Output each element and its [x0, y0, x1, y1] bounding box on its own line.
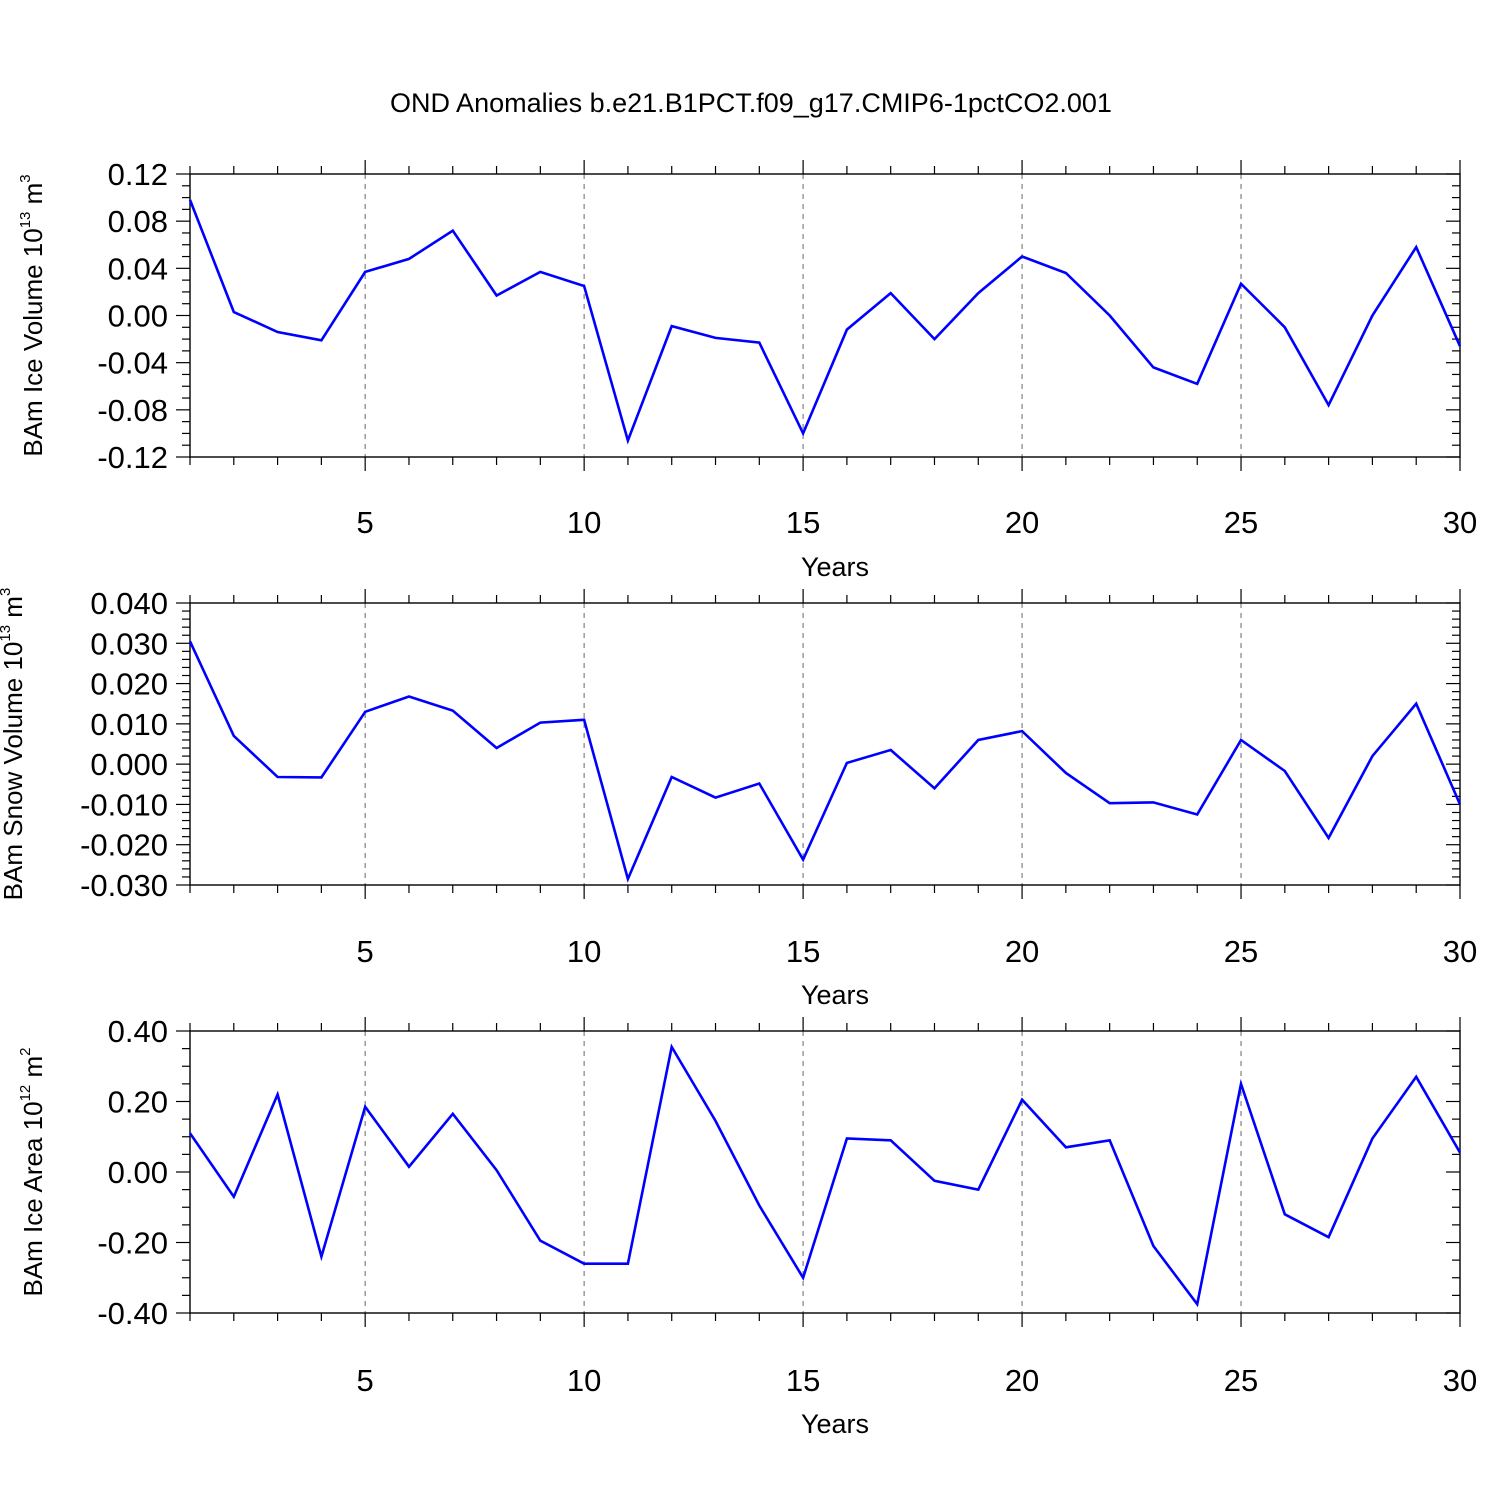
x-tick-label: 20 — [1005, 1363, 1039, 1398]
y-tick-label: 0.00 — [108, 1155, 168, 1190]
x-tick-label: 5 — [357, 1363, 374, 1398]
x-tick-label: 10 — [567, 934, 601, 969]
y-axis-title-superscript: 13 — [17, 212, 34, 229]
x-tick-label: 25 — [1224, 1363, 1258, 1398]
x-tick-label: 20 — [1005, 934, 1039, 969]
y-axis-title: BAm Ice Volume 1013 m3 — [17, 174, 48, 456]
y-axis-title-part: m — [0, 596, 28, 625]
series-line — [188, 199, 1462, 445]
y-tick-label: -0.12 — [97, 440, 168, 475]
y-tick-label: -0.020 — [80, 828, 168, 863]
y-tick-label: 0.00 — [108, 299, 168, 334]
y-axis-title: BAm Snow Volume 1013 m3 — [0, 588, 28, 901]
series-line — [188, 1043, 1462, 1308]
x-tick-label: 10 — [567, 1363, 601, 1398]
y-axis-title-part: m — [18, 183, 48, 212]
y-tick-label: -0.010 — [80, 787, 168, 822]
x-tick-label: 25 — [1224, 934, 1258, 969]
y-axis-title-part: m — [18, 1056, 48, 1085]
x-tick-label: 30 — [1443, 934, 1477, 969]
x-tick-label: 5 — [357, 934, 374, 969]
y-tick-label: 0.08 — [108, 204, 168, 239]
panel-snow-volume: -0.030 -0.020 -0.010 0.000 0.010 0.020 0.030 0.… — [0, 586, 1477, 1010]
y-axis-title: BAm Ice Area 1012 m2 — [17, 1047, 48, 1296]
plot-frame — [189, 1030, 1461, 1314]
x-axis-title: Years — [801, 552, 869, 582]
y-tick-label: -0.40 — [97, 1296, 168, 1331]
y-tick-label: -0.04 — [97, 346, 168, 381]
y-tick-label: -0.20 — [97, 1226, 168, 1261]
y-tick-label: 0.20 — [108, 1085, 168, 1120]
x-tick-label: 15 — [786, 505, 820, 540]
chart-title: OND Anomalies b.e21.B1PCT.f09_g17.CMIP6-… — [390, 88, 1112, 118]
x-tick-label: 15 — [786, 934, 820, 969]
panel-ice-volume: -0.12 -0.08 -0.04 0.00 0.04 0.08 0.12 5 10 15 20 25… — [17, 157, 1477, 582]
y-tick-label: 0.40 — [108, 1014, 168, 1049]
x-axis-title: Years — [801, 980, 869, 1010]
x-tick-label: 15 — [786, 1363, 820, 1398]
x-tick-label: 5 — [357, 505, 374, 540]
y-axis-title-part: BAm Snow Volume 10 — [0, 642, 28, 901]
y-tick-label: 0.030 — [90, 626, 168, 661]
y-tick-label: 0.020 — [90, 667, 168, 702]
x-tick-label: 30 — [1443, 505, 1477, 540]
y-axis-title-part: BAm Ice Area 10 — [18, 1101, 48, 1296]
y-axis-title-superscript: 3 — [17, 174, 34, 182]
y-axis-title-part: BAm Ice Volume 10 — [18, 228, 48, 456]
y-tick-label: 0.12 — [108, 157, 168, 192]
y-tick-label: 0.040 — [90, 586, 168, 621]
y-tick-label: 0.010 — [90, 707, 168, 742]
x-axis-title: Years — [801, 1409, 869, 1439]
plot-frame — [189, 173, 1461, 458]
x-tick-label: 30 — [1443, 1363, 1477, 1398]
y-axis-title-superscript: 13 — [0, 625, 14, 642]
y-tick-label: -0.030 — [80, 868, 168, 903]
x-tick-label: 10 — [567, 505, 601, 540]
y-axis-title-superscript: 12 — [17, 1085, 34, 1102]
x-tick-label: 25 — [1224, 505, 1258, 540]
y-axis-title-superscript: 2 — [17, 1047, 34, 1055]
y-tick-label: 0.04 — [108, 251, 168, 286]
series-line — [188, 640, 1462, 883]
y-axis-title-superscript: 3 — [0, 588, 14, 596]
plot-frame — [189, 602, 1461, 886]
x-tick-label: 20 — [1005, 505, 1039, 540]
y-tick-label: -0.08 — [97, 393, 168, 428]
panel-ice-area: -0.40 -0.20 0.00 0.20 0.40 5 10 15 20 25 30 Years BA… — [17, 1014, 1477, 1439]
y-tick-label: 0.000 — [90, 747, 168, 782]
